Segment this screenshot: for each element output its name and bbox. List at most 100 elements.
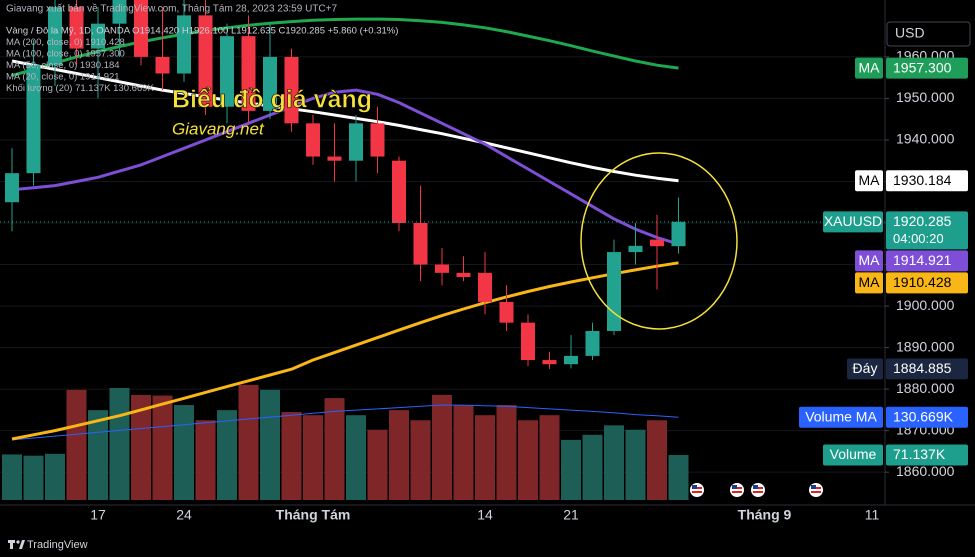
legend-entry: Khối lượng (20) 71.137K 130.669K	[6, 83, 154, 94]
volume-bar	[668, 454, 689, 500]
price-label-name-box	[799, 406, 883, 428]
footer-logo	[8, 540, 25, 549]
price-label-name-box	[855, 57, 883, 79]
volume-bar	[324, 398, 345, 500]
event-icon[interactable]	[751, 483, 765, 497]
candle-body	[349, 123, 363, 161]
candle-body	[585, 330, 600, 356]
candle-body	[370, 123, 385, 157]
candle-body	[327, 156, 342, 161]
candle-body	[177, 15, 191, 74]
price-label-value: 1930.184	[893, 172, 952, 188]
volume-bar	[496, 405, 517, 500]
x-tick-label: 14	[477, 507, 493, 523]
price-label-name-box	[847, 358, 883, 380]
volume-bar	[367, 429, 388, 500]
y-tick-label: 1900.000	[896, 297, 955, 313]
legend-entry: MA (100, close, 0) 1957.300	[6, 49, 125, 60]
price-label-value-box	[886, 170, 968, 192]
candle-body	[26, 65, 41, 174]
candle-body	[306, 123, 320, 157]
price-label-value: 71.137K	[893, 446, 946, 462]
price-label-value-box	[886, 272, 968, 294]
x-tick-label: Tháng Tám	[276, 507, 351, 523]
ma-line	[11, 59, 679, 183]
price-label-value-box	[886, 358, 968, 380]
candle-body	[198, 15, 213, 107]
volume-bar	[410, 420, 431, 500]
candle-body	[284, 56, 299, 124]
event-icon[interactable]	[730, 483, 744, 497]
candle-body	[220, 36, 234, 107]
price-label-value: 1920.285	[893, 213, 952, 229]
volume-bar	[582, 434, 603, 500]
candle-body	[69, 7, 84, 49]
volume-bar	[346, 415, 366, 500]
x-tick-label: 21	[563, 507, 579, 523]
candle-body	[48, 7, 62, 66]
candle-body	[478, 272, 492, 302]
y-tick-label: 1890.000	[896, 338, 955, 354]
volume-bar	[174, 405, 194, 500]
volume-bar	[281, 412, 302, 500]
volume-bar	[475, 415, 495, 500]
y-tick-label: 1880.000	[896, 380, 955, 396]
candle-body	[521, 322, 535, 361]
price-labels: MA 1957.300 MA 1930.184 XAUUSD 1920.285 04:00:…	[799, 57, 968, 466]
legend-entry: MA (50, close, 0) 1930.184	[6, 60, 120, 71]
volume-bar	[152, 395, 173, 500]
event-icon[interactable]	[690, 483, 704, 497]
currency-box[interactable]	[886, 21, 971, 47]
volume-bar	[217, 410, 237, 500]
candle-body	[5, 173, 19, 203]
candle-body	[435, 264, 449, 273]
volume-bar	[303, 415, 323, 500]
candle-body	[91, 23, 105, 49]
y-tick-label: 1950.000	[896, 89, 955, 105]
volume-bar	[625, 429, 646, 500]
price-label-name-box	[855, 272, 883, 294]
price-label-name-box	[823, 211, 883, 233]
volume-bar	[453, 405, 474, 500]
legend: Vàng / Đô la Mỹ, 1D, OANDA O1914.420 H19…	[6, 26, 398, 95]
volume-bar	[2, 454, 22, 500]
volume-bar	[260, 389, 280, 500]
price-label-value: 130.669K	[893, 409, 954, 425]
footer: TradingView	[27, 539, 88, 551]
volume-bar	[109, 387, 130, 500]
volume-bar	[647, 420, 667, 500]
candle-body	[542, 360, 557, 365]
candle-body	[392, 160, 406, 224]
volume-bar	[518, 420, 538, 500]
candle-body	[263, 56, 277, 111]
volume-bar	[195, 420, 216, 500]
ma-line	[11, 17, 679, 78]
price-label-value-box	[886, 444, 968, 466]
highlight-ellipse	[580, 152, 738, 330]
volume-bar	[238, 384, 259, 500]
event-icon[interactable]	[809, 483, 823, 497]
x-tick-label: 24	[176, 507, 192, 523]
volume-bar	[389, 410, 409, 500]
volume-bar	[561, 439, 581, 500]
price-label-name: MA	[859, 59, 881, 75]
currency: USD	[895, 25, 925, 41]
event-icons	[690, 483, 823, 497]
price-label-value-box	[886, 406, 968, 428]
candle-body	[628, 245, 643, 253]
volume-bar	[131, 394, 151, 500]
candle-body	[650, 239, 664, 247]
candle-body	[456, 272, 471, 277]
volume-bar	[45, 453, 65, 500]
candle-body	[134, 0, 148, 57]
candle-body	[413, 223, 428, 265]
price-label-name-box	[823, 444, 883, 466]
candle-body	[155, 56, 170, 74]
price-label-name-box	[855, 170, 883, 192]
price-label-name: MA	[859, 172, 881, 188]
candle-body	[241, 36, 256, 111]
plot-area	[0, 0, 885, 500]
overlay-subtitle: Giavang.net	[172, 119, 265, 138]
volume-bar	[604, 425, 624, 500]
price-label-value-box	[886, 211, 968, 250]
